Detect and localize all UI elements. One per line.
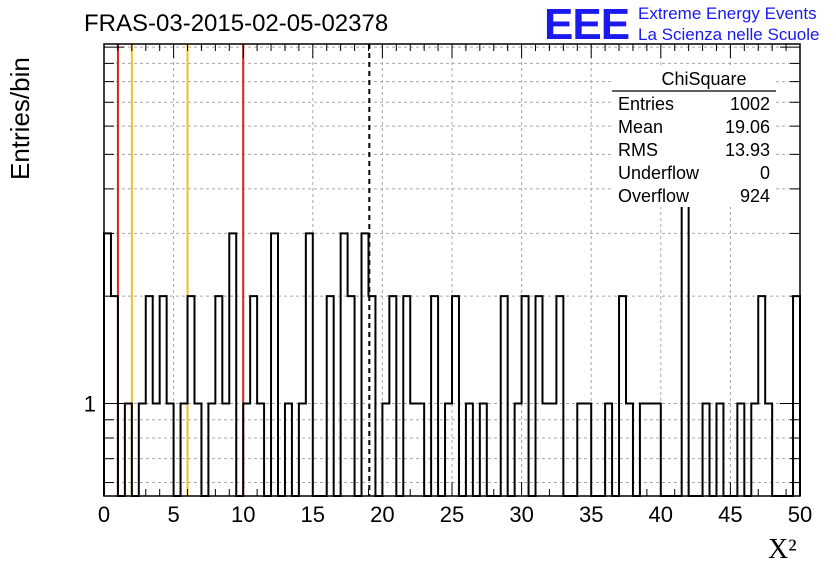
histogram-bin bbox=[229, 233, 236, 496]
x-tick-label: 5 bbox=[167, 502, 179, 527]
histogram-bin bbox=[188, 296, 195, 496]
stats-row-label: Underflow bbox=[618, 163, 700, 183]
histogram-bin bbox=[556, 296, 563, 496]
y-axis-label: Entries/bin bbox=[5, 57, 35, 180]
histogram-bin bbox=[619, 296, 626, 496]
histogram-bin bbox=[682, 189, 689, 496]
histogram-bin bbox=[758, 296, 765, 496]
histogram-bin bbox=[111, 296, 118, 496]
histogram-bin bbox=[146, 296, 153, 496]
x-tick-label: 20 bbox=[370, 502, 394, 527]
x-tick-label: 45 bbox=[718, 502, 742, 527]
histogram-bin bbox=[160, 296, 167, 496]
stats-box-bg bbox=[612, 66, 776, 207]
stats-row-value: 924 bbox=[740, 186, 770, 206]
stats-box: ChiSquare Entries 1002 Mean 19.06 RMS 13.93 Und… bbox=[612, 66, 776, 207]
chart-title: FRAS-03-2015-02-05-02378 bbox=[84, 10, 389, 37]
histogram-bin bbox=[536, 296, 543, 496]
x-tick-label: 0 bbox=[98, 502, 110, 527]
eee-logo-mark: EEE bbox=[544, 0, 630, 49]
histogram-bin bbox=[522, 296, 529, 496]
x-tick-label: 25 bbox=[440, 502, 464, 527]
stats-row-label: Overflow bbox=[618, 186, 690, 206]
stats-row-label: Entries bbox=[618, 94, 674, 114]
stats-row-value: 19.06 bbox=[725, 117, 770, 137]
x-tick-label: 10 bbox=[231, 502, 255, 527]
histogram-outline bbox=[103, 187, 801, 497]
x-tick-label: 15 bbox=[301, 502, 325, 527]
stats-box-title: ChiSquare bbox=[661, 69, 746, 89]
x-tick-label: 30 bbox=[509, 502, 533, 527]
logo-text-line2: La Scienza nelle Scuole bbox=[638, 25, 820, 44]
histogram-bin bbox=[389, 296, 396, 496]
axis-ticks bbox=[103, 44, 801, 496]
histogram-bin bbox=[306, 233, 313, 496]
histogram-bin bbox=[104, 233, 111, 496]
x-tick-label: 50 bbox=[788, 502, 812, 527]
histogram-bin bbox=[250, 296, 257, 496]
histogram-bin bbox=[327, 296, 334, 496]
stats-row-value: 1002 bbox=[730, 94, 770, 114]
histogram-bin bbox=[348, 296, 355, 496]
x-tick-label: 40 bbox=[649, 502, 673, 527]
histogram-bin bbox=[341, 233, 348, 496]
histogram-bin bbox=[271, 233, 278, 496]
histogram-bin bbox=[431, 296, 438, 496]
histogram-bin bbox=[452, 296, 459, 496]
histogram-bin bbox=[362, 233, 369, 496]
histogram-bars bbox=[103, 187, 801, 497]
histogram-bin bbox=[215, 296, 222, 496]
stats-row-label: RMS bbox=[618, 140, 658, 160]
axis-tick-labels: 0 5 10 15 20 25 30 35 40 45 50 1 bbox=[84, 391, 812, 527]
histogram-bin bbox=[793, 296, 800, 496]
histogram-bin bbox=[501, 296, 508, 496]
x-axis-label: X² bbox=[768, 534, 797, 565]
stats-row-value: 0 bbox=[760, 163, 770, 183]
y-tick-label: 1 bbox=[84, 391, 96, 416]
logo-text-line1: Extreme Energy Events bbox=[638, 4, 817, 23]
stats-row-value: 13.93 bbox=[725, 140, 770, 160]
stats-row-label: Mean bbox=[618, 117, 663, 137]
histogram-bin bbox=[403, 296, 410, 496]
x-tick-label: 35 bbox=[579, 502, 603, 527]
